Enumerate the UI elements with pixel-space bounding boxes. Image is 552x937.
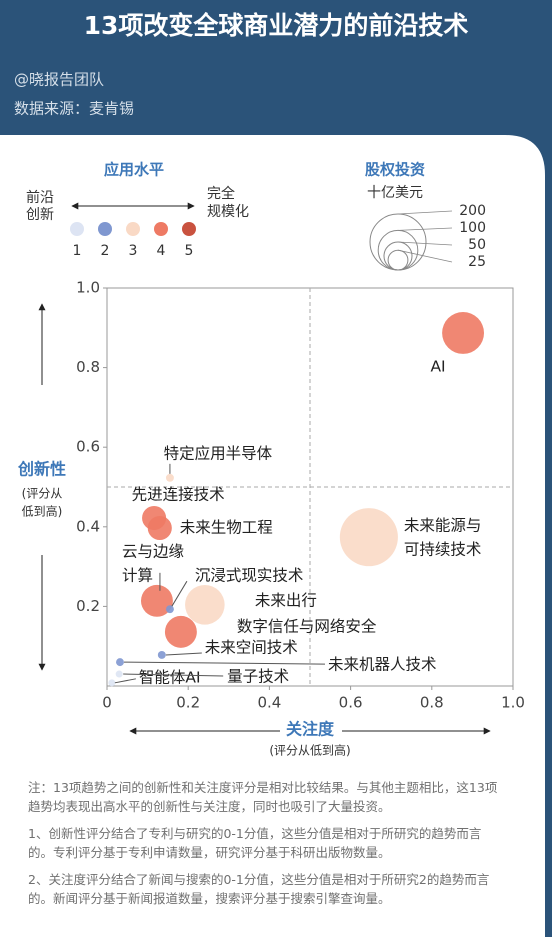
point-label: 沉浸式现实技术 bbox=[195, 567, 304, 585]
legend-swatch bbox=[182, 222, 196, 236]
legend-level: 2 bbox=[101, 243, 110, 259]
size-legend-label: 50 bbox=[468, 237, 486, 253]
bubble bbox=[165, 605, 174, 614]
card bbox=[0, 135, 545, 937]
legend-low: 创新 bbox=[26, 207, 54, 223]
x-tick-label: 0.6 bbox=[339, 694, 363, 712]
legend-level: 4 bbox=[157, 243, 166, 259]
source: 数据来源：麦肯锡 bbox=[14, 100, 134, 118]
bubble bbox=[108, 679, 116, 687]
leader bbox=[123, 661, 325, 665]
y-tick-label: 0.4 bbox=[76, 517, 100, 535]
leader bbox=[171, 580, 188, 607]
legend-high: 规模化 bbox=[207, 204, 249, 220]
point-label: 特定应用半导体 bbox=[164, 443, 273, 462]
x-axis-title: 关注度 bbox=[286, 720, 335, 739]
legend-title: 股权投资 bbox=[365, 161, 425, 179]
leader bbox=[123, 673, 224, 677]
notes: 注：13项趋势之间的创新性和关注度评分是相对比较结果。与其他主题相比，这13项趋… bbox=[28, 778, 500, 916]
legend-level: 1 bbox=[73, 243, 82, 259]
legend-title: 应用水平 bbox=[104, 161, 164, 179]
legend-level: 3 bbox=[129, 243, 138, 259]
y-tick-label: 0.8 bbox=[76, 358, 100, 376]
title: 13项改变全球商业潜力的前沿技术 bbox=[84, 11, 469, 40]
bubble bbox=[164, 615, 197, 648]
bubble bbox=[157, 650, 166, 659]
bubble bbox=[147, 515, 172, 541]
point-label: 未来机器人技术 bbox=[328, 656, 437, 674]
y-axis-note: (评分从 bbox=[22, 487, 63, 501]
size-legend-label: 25 bbox=[468, 254, 486, 270]
x-tick-label: 1.0 bbox=[501, 694, 525, 712]
legend-level: 5 bbox=[185, 243, 194, 259]
y-tick-label: 1.0 bbox=[76, 279, 100, 297]
size-legend-label: 200 bbox=[459, 203, 486, 219]
point-label: 云与边缘 bbox=[122, 542, 184, 560]
point-label: 未来出行 bbox=[255, 591, 317, 609]
x-tick-label: 0.2 bbox=[176, 694, 200, 712]
bubble bbox=[115, 670, 123, 678]
note: 注：13项趋势之间的创新性和关注度评分是相对比较结果。与其他主题相比，这13项趋… bbox=[28, 780, 498, 814]
leader bbox=[397, 227, 453, 231]
x-tick-label: 0.4 bbox=[257, 694, 281, 712]
point-label: 数字信任与网络安全 bbox=[237, 617, 377, 635]
legend-swatch bbox=[126, 222, 140, 236]
point-label: 量子技术 bbox=[227, 668, 289, 686]
legend-low: 前沿 bbox=[26, 189, 54, 206]
bubble bbox=[165, 473, 174, 482]
y-axis-title: 创新性 bbox=[17, 460, 66, 479]
legend-high: 完全 bbox=[207, 185, 235, 202]
x-tick-label: 0 bbox=[102, 694, 112, 712]
point-label: 未来生物工程 bbox=[180, 518, 273, 536]
point-label: 计算 bbox=[122, 565, 153, 584]
author: @晓报告团队 bbox=[14, 71, 104, 89]
note: 1、创新性评分结合了专利与研究的0-1分值，这些分值是相对于所研究的趋势而言的。… bbox=[28, 826, 482, 860]
leader bbox=[114, 678, 136, 684]
legend-swatch bbox=[154, 222, 168, 236]
bubble bbox=[116, 658, 124, 667]
leader bbox=[397, 249, 453, 263]
leader bbox=[397, 210, 453, 215]
point-label: 先进连接技术 bbox=[132, 486, 225, 504]
leader bbox=[397, 241, 453, 246]
bubble bbox=[140, 584, 173, 617]
size-legend-label: 100 bbox=[459, 220, 486, 236]
y-axis-note: 低到高) bbox=[22, 504, 63, 519]
y-tick-label: 0.6 bbox=[76, 438, 100, 456]
point-label: 智能体AI bbox=[139, 668, 201, 686]
x-tick-label: 0.8 bbox=[420, 694, 444, 712]
bubble bbox=[185, 585, 225, 625]
note: 2、关注度评分结合了新闻与搜索的0-1分值，这些分值是相对于所研究2的趋势而言的… bbox=[28, 872, 490, 906]
leader bbox=[165, 652, 202, 656]
point-label: AI bbox=[430, 357, 445, 375]
x-axis-note: (评分从低到高) bbox=[269, 743, 350, 758]
legend-unit: 十亿美元 bbox=[367, 185, 423, 201]
y-tick-label: 0.2 bbox=[76, 597, 100, 615]
point-label: 可持续技术 bbox=[404, 541, 482, 559]
legend-swatch bbox=[70, 222, 84, 236]
legend-swatch bbox=[98, 222, 112, 236]
point-label: 未来空间技术 bbox=[205, 638, 298, 656]
bubble bbox=[339, 508, 398, 567]
bubble bbox=[442, 312, 485, 354]
point-label: 未来能源与 bbox=[404, 517, 482, 535]
